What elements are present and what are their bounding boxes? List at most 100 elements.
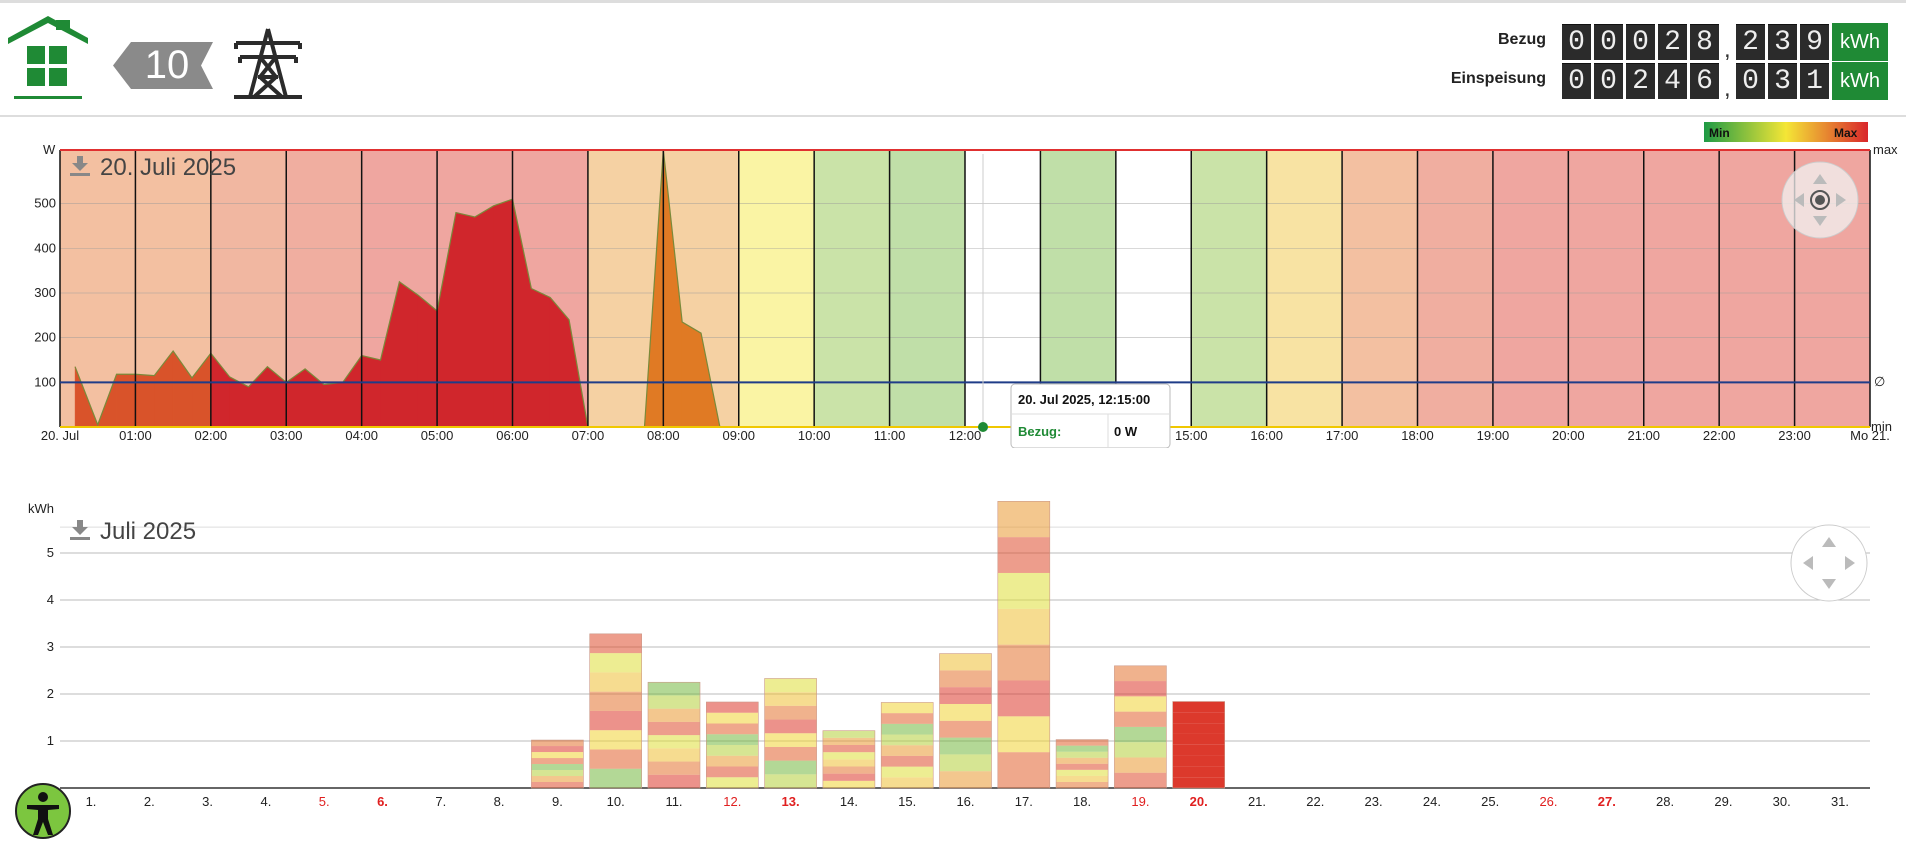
consumption-area xyxy=(493,198,513,428)
nav-pad[interactable] xyxy=(1781,161,1859,239)
meter-label-bezug: Bezug xyxy=(1498,31,1546,48)
x-tick-label: 15. xyxy=(898,794,916,809)
counter-badge[interactable]: 10 xyxy=(144,43,190,87)
day-bar-segment xyxy=(589,672,642,692)
day-bar-segment xyxy=(939,687,992,704)
day-bar-segment xyxy=(939,653,992,671)
day-bar-segment xyxy=(1056,775,1109,782)
day-bar-segment xyxy=(648,695,700,709)
meter-unit: kWh xyxy=(1832,62,1888,100)
x-tick-label: 9. xyxy=(552,794,563,809)
y-tick-label: 200 xyxy=(34,330,56,345)
day-bar-segment xyxy=(822,780,875,788)
legend-scale xyxy=(1704,122,1868,142)
day-bar-segment xyxy=(881,745,934,756)
day-bar-segment xyxy=(648,682,700,696)
meter-digit: 0 xyxy=(1594,24,1623,60)
day-bar-segment xyxy=(764,692,817,706)
month-chart-title: Juli 2025 xyxy=(100,518,196,545)
x-tick-label: 31. xyxy=(1831,794,1849,809)
day-bar-segment xyxy=(881,766,934,778)
home-icon[interactable] xyxy=(6,14,90,100)
x-tick-label: 18:00 xyxy=(1401,428,1434,443)
day-bar-segment xyxy=(531,776,584,783)
x-tick-label: 19. xyxy=(1131,794,1149,809)
x-tick-label: 03:00 xyxy=(270,428,303,443)
meter-separator: , xyxy=(1724,75,1731,102)
day-chart: 100 200 300 400 500 20. Jul 01:00 02:00 03:00 04:… xyxy=(34,122,1898,448)
consumption-area xyxy=(474,205,494,428)
legend-max-label: Max xyxy=(1834,126,1858,140)
day-bar-segment xyxy=(822,730,875,738)
consumption-area xyxy=(531,288,551,428)
x-tick-label: 23. xyxy=(1365,794,1383,809)
day-bar-segment xyxy=(1172,733,1225,745)
tooltip-value: 0 W xyxy=(1114,424,1138,439)
day-bar-segment xyxy=(881,723,934,735)
day-bar xyxy=(997,501,1051,789)
day-bar-segment xyxy=(764,719,817,734)
day-bar xyxy=(764,678,817,789)
consumption-area xyxy=(399,281,419,428)
y-tick-label: 400 xyxy=(34,240,56,255)
x-tick-label: 06:00 xyxy=(496,428,529,443)
x-tick-label: 7. xyxy=(435,794,446,809)
right-avg-label: ∅ xyxy=(1874,374,1885,389)
day-bar-segment xyxy=(648,735,700,749)
day-bar-segment xyxy=(997,572,1050,609)
x-tick-label: 21:00 xyxy=(1627,428,1660,443)
day-bar-segment xyxy=(1172,744,1225,756)
day-bar-segment xyxy=(531,752,584,759)
consumption-area xyxy=(681,321,702,428)
x-tick-label: 14. xyxy=(840,794,858,809)
price-band xyxy=(1191,150,1267,427)
x-tick-label: 12:00 xyxy=(949,428,982,443)
day-bar-segment xyxy=(764,746,817,761)
day-bar-segment xyxy=(939,720,992,738)
day-bar-segment xyxy=(881,713,934,724)
y-tick-label: 1 xyxy=(47,733,54,748)
consumption-area xyxy=(417,294,438,428)
accessibility-button[interactable] xyxy=(15,783,71,839)
price-band xyxy=(1492,150,1569,427)
x-tick-label: 8. xyxy=(494,794,505,809)
day-bar-segment xyxy=(881,777,934,788)
day-bar-segment xyxy=(531,764,584,771)
price-band xyxy=(1040,150,1116,427)
day-bar-segment xyxy=(1056,763,1109,770)
day-bar xyxy=(705,701,759,789)
consumption-area xyxy=(323,382,344,428)
power-pylon-icon[interactable] xyxy=(232,27,304,99)
meter-digit: 6 xyxy=(1690,63,1719,99)
day-bar-segment xyxy=(997,537,1050,573)
x-tick-label: 07:00 xyxy=(572,428,605,443)
price-band xyxy=(1643,150,1720,427)
day-bar-segment xyxy=(589,730,642,750)
day-bar-segment xyxy=(531,746,584,753)
consumption-line xyxy=(74,198,589,428)
day-bar-segment xyxy=(1114,711,1167,727)
day-bar-segment xyxy=(1114,757,1167,773)
y-tick-label: 300 xyxy=(34,285,56,300)
download-icon[interactable] xyxy=(70,156,90,176)
day-bar xyxy=(1114,665,1167,789)
x-tick-label: 20. xyxy=(1190,794,1208,809)
day-bar-segment xyxy=(531,758,584,765)
day-bar-segment xyxy=(822,759,875,767)
month-nav-pad[interactable] xyxy=(1790,524,1868,602)
price-band xyxy=(1266,150,1343,427)
x-tick-label: 30. xyxy=(1773,794,1791,809)
day-bar-segment xyxy=(648,708,700,722)
day-bar-segment xyxy=(1172,712,1225,724)
day-bar-segment xyxy=(589,710,642,731)
x-tick-label: Mo 21. xyxy=(1850,428,1890,443)
x-tick-label: 08:00 xyxy=(647,428,680,443)
day-bar-segment xyxy=(822,744,875,753)
y-tick-label: 500 xyxy=(34,196,56,211)
day-bar-segment xyxy=(706,744,759,756)
day-bar-segment xyxy=(648,748,700,762)
x-tick-label: 11:00 xyxy=(874,428,906,443)
tooltip-label: Bezug: xyxy=(1018,424,1061,439)
download-icon[interactable] xyxy=(70,520,90,540)
right-min-label: min xyxy=(1871,419,1892,434)
